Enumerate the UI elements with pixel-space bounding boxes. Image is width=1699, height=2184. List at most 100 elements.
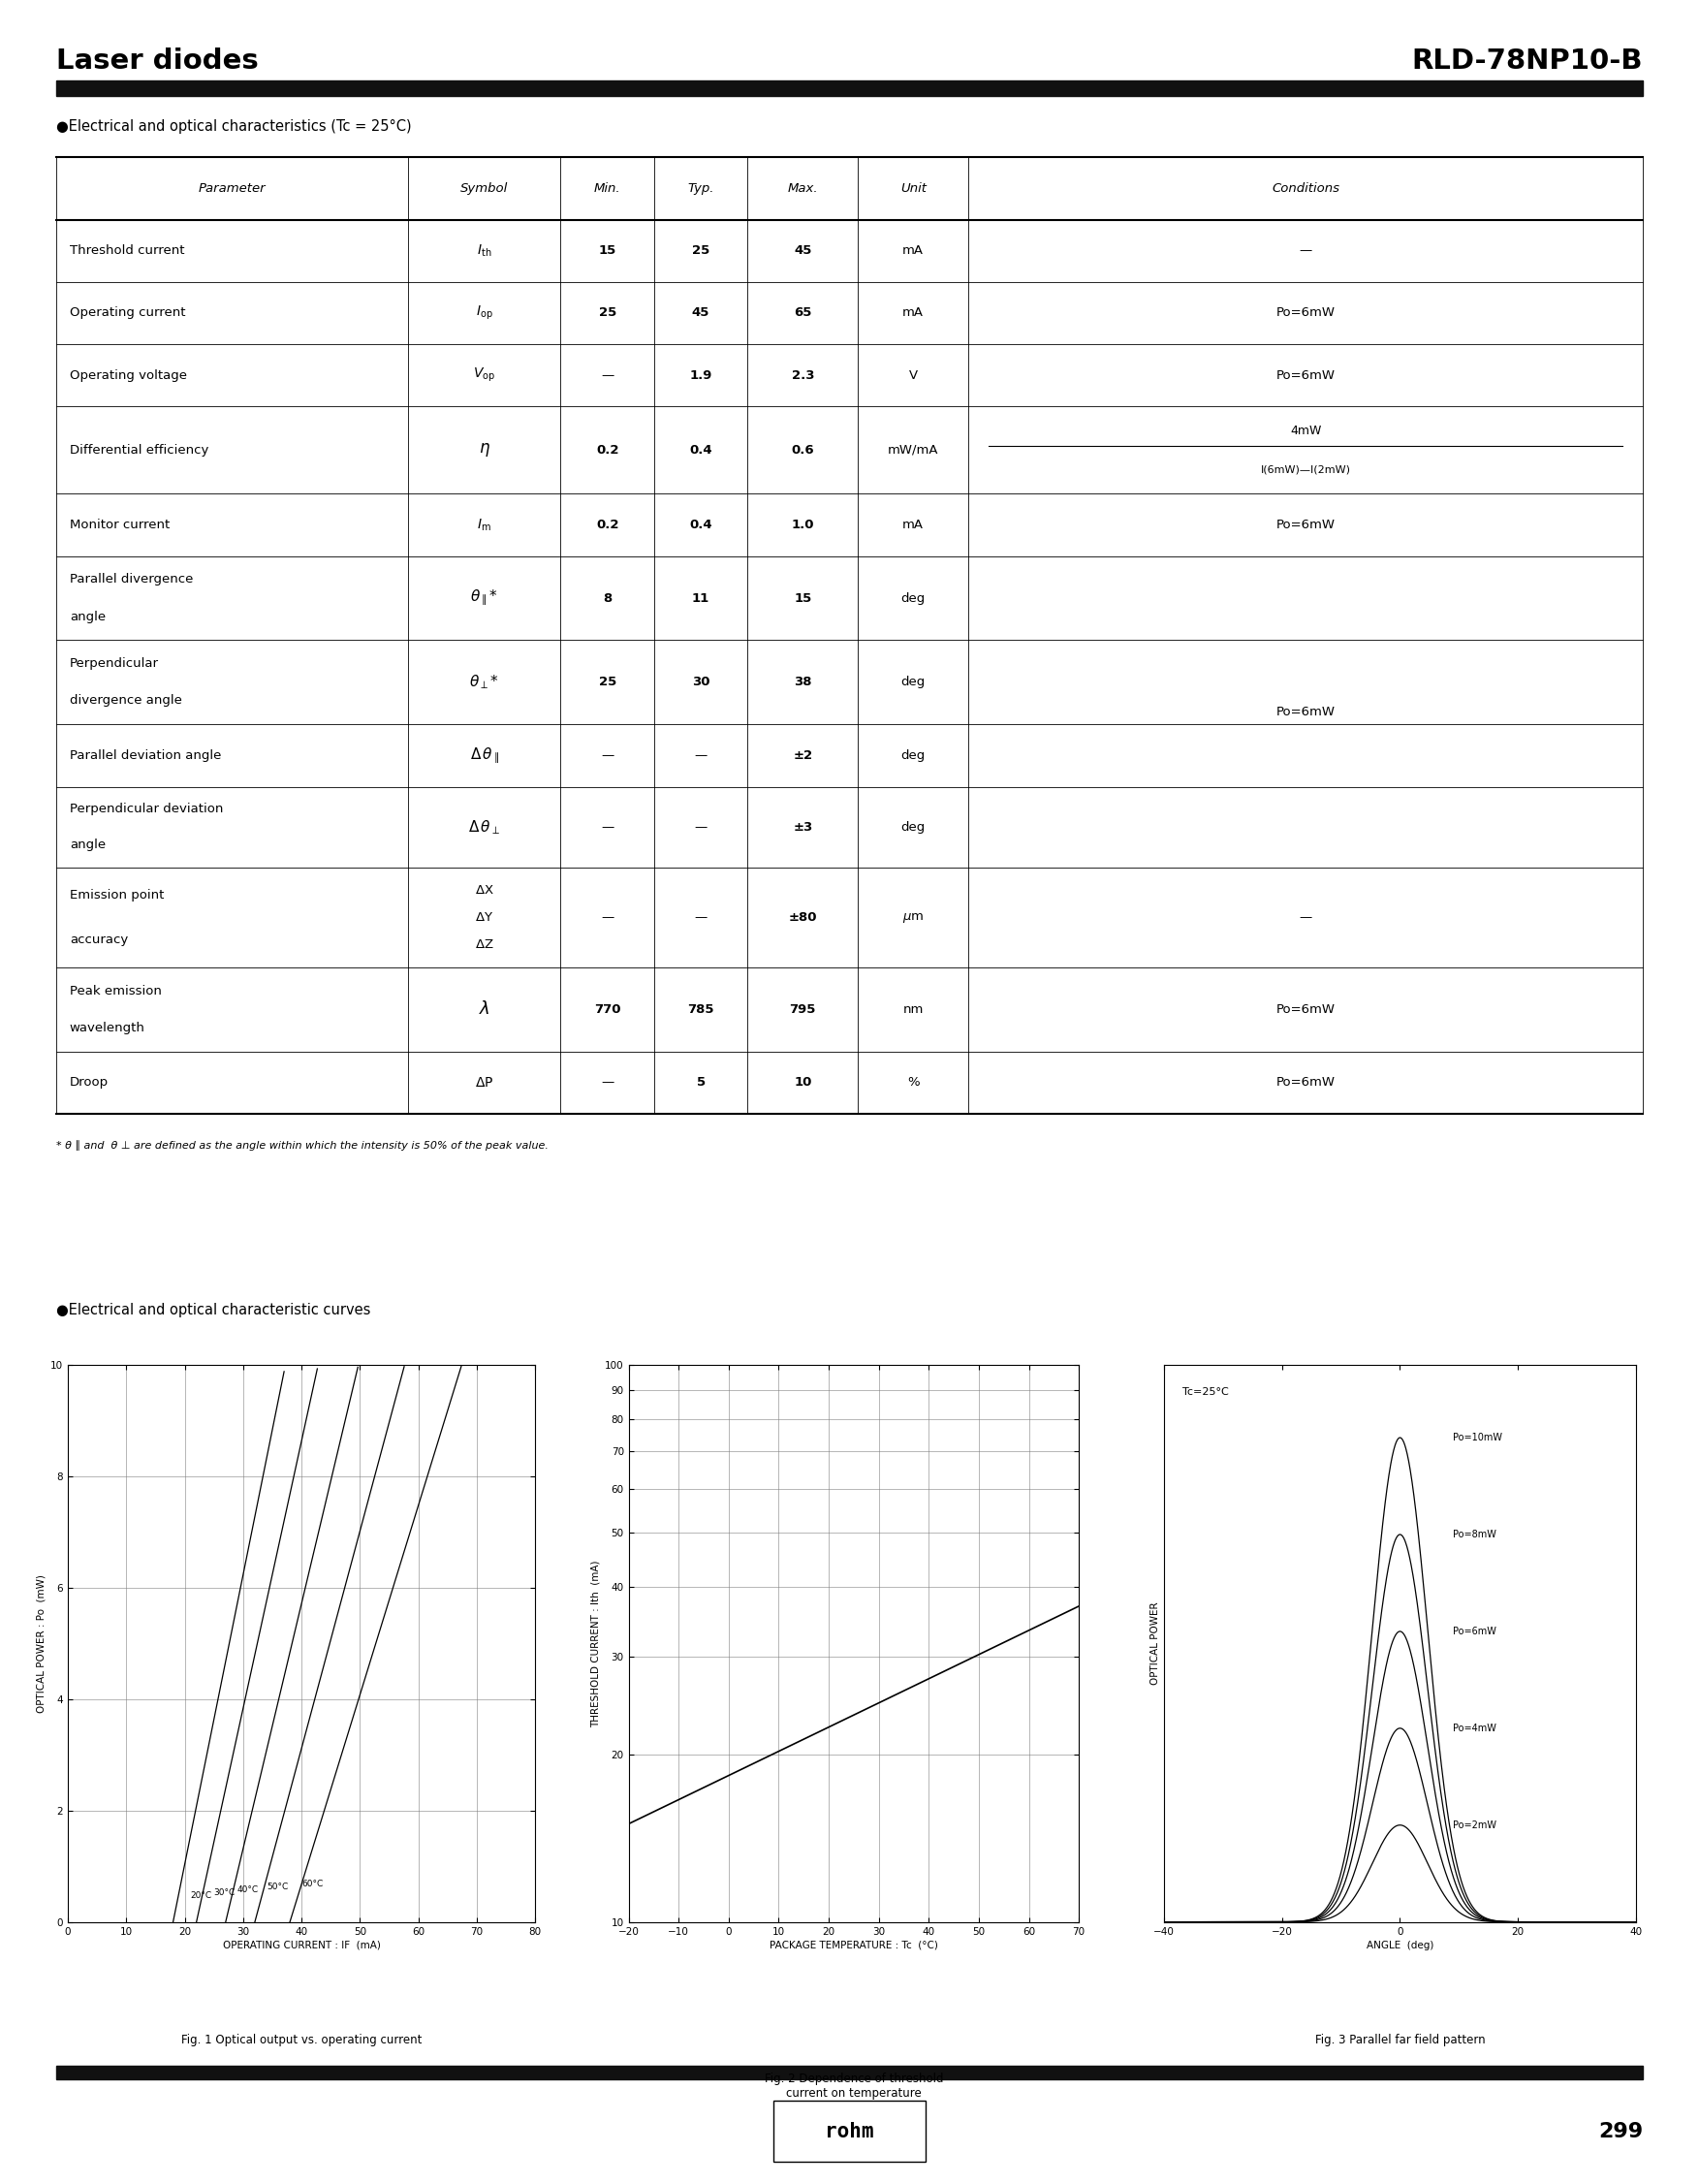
Text: —: — bbox=[601, 369, 613, 382]
Text: Fig. 1 Optical output vs. operating current: Fig. 1 Optical output vs. operating curr… bbox=[182, 2033, 421, 2046]
Text: ±80: ±80 bbox=[788, 911, 817, 924]
Bar bbox=[56, 81, 1643, 96]
Text: Fig. 2 Dependence of threshold
current on temperature: Fig. 2 Dependence of threshold current o… bbox=[765, 2073, 943, 2099]
Text: Typ.: Typ. bbox=[688, 181, 714, 194]
Text: 40°C: 40°C bbox=[238, 1885, 258, 1894]
Text: $\lambda$: $\lambda$ bbox=[479, 1000, 489, 1018]
Text: $\theta_{\perp}$*: $\theta_{\perp}$* bbox=[469, 673, 500, 692]
Text: mA: mA bbox=[902, 245, 924, 258]
Text: 45: 45 bbox=[691, 306, 710, 319]
Text: rohm: rohm bbox=[826, 2123, 873, 2140]
Text: 10: 10 bbox=[793, 1077, 812, 1090]
Text: 2.3: 2.3 bbox=[792, 369, 814, 382]
Text: Peak emission: Peak emission bbox=[70, 985, 161, 998]
Text: $\eta$: $\eta$ bbox=[479, 441, 489, 459]
Text: 11: 11 bbox=[691, 592, 710, 605]
Text: deg: deg bbox=[900, 677, 926, 688]
Text: angle: angle bbox=[70, 839, 105, 852]
Text: Parallel deviation angle: Parallel deviation angle bbox=[70, 749, 221, 762]
Text: 20°C: 20°C bbox=[190, 1891, 212, 1900]
Text: Monitor current: Monitor current bbox=[70, 518, 170, 531]
Text: 795: 795 bbox=[790, 1002, 816, 1016]
Y-axis label: OPTICAL POWER : Po  (mW): OPTICAL POWER : Po (mW) bbox=[37, 1575, 46, 1712]
Text: Perpendicular deviation: Perpendicular deviation bbox=[70, 804, 223, 815]
Text: 15: 15 bbox=[793, 592, 812, 605]
Text: nm: nm bbox=[902, 1002, 924, 1016]
Text: 299: 299 bbox=[1599, 2123, 1643, 2140]
Text: RLD-78NP10-B: RLD-78NP10-B bbox=[1412, 48, 1643, 74]
Text: $\Delta$P: $\Delta$P bbox=[474, 1077, 494, 1090]
Text: %: % bbox=[907, 1077, 919, 1090]
Text: Po=4mW: Po=4mW bbox=[1453, 1723, 1497, 1734]
Text: 15: 15 bbox=[598, 245, 617, 258]
Text: Emission point: Emission point bbox=[70, 889, 165, 902]
Text: 8: 8 bbox=[603, 592, 612, 605]
Text: V: V bbox=[909, 369, 917, 382]
Text: —: — bbox=[1300, 245, 1312, 258]
Text: Symbol: Symbol bbox=[460, 181, 508, 194]
Bar bbox=[773, 2101, 926, 2162]
Y-axis label: OPTICAL POWER: OPTICAL POWER bbox=[1150, 1601, 1160, 1686]
Text: mA: mA bbox=[902, 306, 924, 319]
Text: Operating voltage: Operating voltage bbox=[70, 369, 187, 382]
Text: * θ ∥ and  θ ⊥ are defined as the angle within which the intensity is 50% of the: * θ ∥ and θ ⊥ are defined as the angle w… bbox=[56, 1140, 549, 1151]
Text: Po=6mW: Po=6mW bbox=[1276, 518, 1335, 531]
Text: Unit: Unit bbox=[900, 181, 926, 194]
Text: —: — bbox=[601, 821, 613, 834]
Text: Fig. 3 Parallel far field pattern: Fig. 3 Parallel far field pattern bbox=[1315, 2033, 1485, 2046]
Text: $\mu$m: $\mu$m bbox=[902, 911, 924, 924]
Text: $\Delta\,\theta_{\perp}$: $\Delta\,\theta_{\perp}$ bbox=[469, 819, 500, 836]
Text: 0.2: 0.2 bbox=[596, 443, 618, 456]
X-axis label: ANGLE  (deg): ANGLE (deg) bbox=[1366, 1939, 1434, 1950]
Text: deg: deg bbox=[900, 592, 926, 605]
Text: 50°C: 50°C bbox=[267, 1883, 289, 1891]
Text: $\Delta$Y: $\Delta$Y bbox=[476, 911, 493, 924]
Text: Differential efficiency: Differential efficiency bbox=[70, 443, 209, 456]
Text: —: — bbox=[601, 911, 613, 924]
Text: 5: 5 bbox=[697, 1077, 705, 1090]
Text: Conditions: Conditions bbox=[1273, 181, 1339, 194]
Text: —: — bbox=[695, 821, 707, 834]
Text: Parameter: Parameter bbox=[199, 181, 265, 194]
Text: Po=6mW: Po=6mW bbox=[1276, 1077, 1335, 1090]
Text: Po=6mW: Po=6mW bbox=[1276, 1002, 1335, 1016]
Text: ●Electrical and optical characteristics (Tc = 25°C): ●Electrical and optical characteristics … bbox=[56, 120, 411, 133]
Text: Threshold current: Threshold current bbox=[70, 245, 185, 258]
Text: mW/mA: mW/mA bbox=[889, 443, 938, 456]
Text: divergence angle: divergence angle bbox=[70, 695, 182, 708]
Text: Perpendicular: Perpendicular bbox=[70, 657, 158, 670]
Text: 0.2: 0.2 bbox=[596, 518, 618, 531]
Text: 25: 25 bbox=[598, 306, 617, 319]
Text: $\Delta$Z: $\Delta$Z bbox=[474, 939, 494, 950]
Text: Operating current: Operating current bbox=[70, 306, 185, 319]
Text: 60°C: 60°C bbox=[302, 1880, 323, 1889]
Text: 1.9: 1.9 bbox=[690, 369, 712, 382]
Text: Po=6mW: Po=6mW bbox=[1276, 369, 1335, 382]
Text: 25: 25 bbox=[598, 677, 617, 688]
Text: Po=6mW: Po=6mW bbox=[1453, 1627, 1497, 1636]
X-axis label: OPERATING CURRENT : IF  (mA): OPERATING CURRENT : IF (mA) bbox=[223, 1939, 381, 1950]
Bar bbox=[56, 2066, 1643, 2079]
Text: —: — bbox=[601, 1077, 613, 1090]
Text: 30: 30 bbox=[691, 677, 710, 688]
Text: —: — bbox=[695, 749, 707, 762]
Text: 0.4: 0.4 bbox=[690, 443, 712, 456]
Text: 4mW: 4mW bbox=[1290, 424, 1322, 437]
Text: V$_{\rm op}$: V$_{\rm op}$ bbox=[472, 367, 496, 384]
Text: 785: 785 bbox=[688, 1002, 714, 1016]
Text: I$_{\rm m}$: I$_{\rm m}$ bbox=[477, 518, 491, 533]
Text: Max.: Max. bbox=[787, 181, 819, 194]
Text: Po=10mW: Po=10mW bbox=[1453, 1433, 1502, 1441]
Text: 0.4: 0.4 bbox=[690, 518, 712, 531]
Text: wavelength: wavelength bbox=[70, 1022, 144, 1035]
Text: Tc=25°C: Tc=25°C bbox=[1183, 1387, 1228, 1398]
Text: Min.: Min. bbox=[595, 181, 620, 194]
Text: deg: deg bbox=[900, 749, 926, 762]
Y-axis label: THRESHOLD CURRENT : Ith  (mA): THRESHOLD CURRENT : Ith (mA) bbox=[591, 1559, 601, 1728]
Text: I$_{\rm op}$: I$_{\rm op}$ bbox=[476, 304, 493, 321]
Text: 45: 45 bbox=[793, 245, 812, 258]
Text: I(6mW)—I(2mW): I(6mW)—I(2mW) bbox=[1261, 465, 1351, 474]
Text: Po=6mW: Po=6mW bbox=[1276, 705, 1335, 719]
Text: mA: mA bbox=[902, 518, 924, 531]
Text: ●Electrical and optical characteristic curves: ●Electrical and optical characteristic c… bbox=[56, 1304, 370, 1317]
